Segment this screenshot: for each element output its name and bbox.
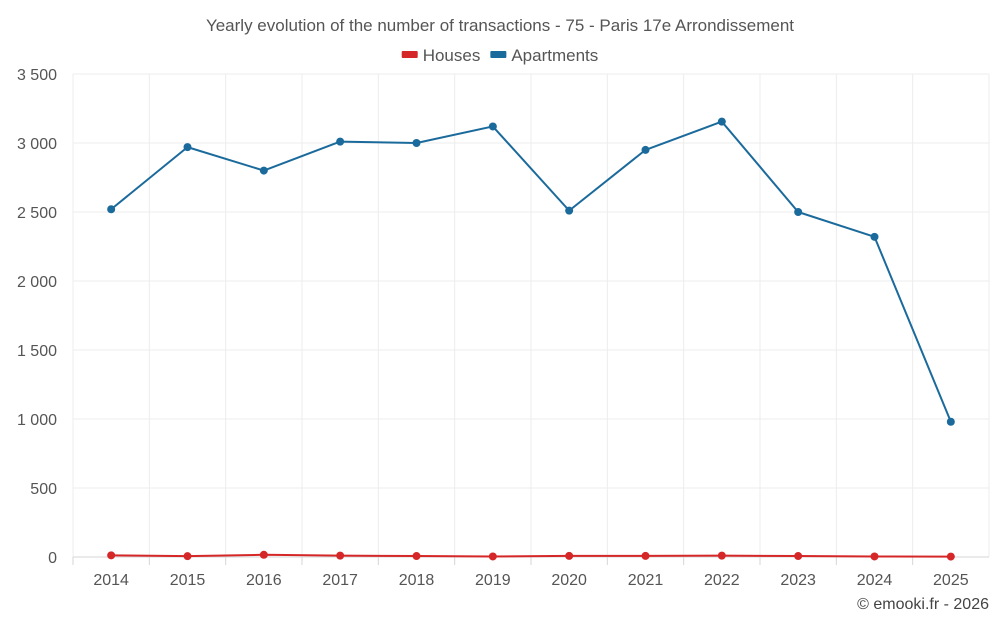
data-point-houses[interactable] — [259, 550, 268, 559]
data-point-houses[interactable] — [336, 551, 345, 560]
y-axis: 0 500 1 000 1 500 2 000 2 500 3 000 3 500 — [17, 67, 57, 567]
data-point-houses[interactable] — [565, 551, 574, 560]
data-point-apartments[interactable] — [412, 139, 421, 147]
data-point-houses[interactable] — [641, 551, 650, 560]
legend-swatch-apartments — [490, 51, 507, 58]
y-tick-label: 3 500 — [17, 67, 57, 84]
data-point-apartments[interactable] — [565, 206, 574, 215]
x-tick-label: 2019 — [475, 572, 511, 589]
data-point-houses[interactable] — [488, 552, 497, 561]
data-point-apartments[interactable] — [336, 137, 345, 146]
data-point-apartments[interactable] — [870, 232, 879, 241]
x-tick-label: 2017 — [322, 572, 358, 589]
x-tick-label: 2018 — [399, 572, 435, 589]
data-point-houses[interactable] — [107, 551, 116, 560]
legend-label-houses: Houses — [423, 46, 481, 65]
x-tick-label: 2015 — [170, 572, 206, 589]
data-point-houses[interactable] — [183, 552, 192, 561]
legend-item-apartments[interactable]: Apartments — [490, 46, 598, 65]
data-point-houses[interactable] — [870, 552, 879, 561]
data-point-apartments[interactable] — [259, 166, 268, 175]
x-tick-label: 2021 — [628, 572, 664, 589]
x-tick-label: 2020 — [551, 572, 587, 589]
legend-swatch-houses — [401, 51, 418, 58]
x-tick-label: 2016 — [246, 572, 282, 589]
legend-label-apartments: Apartments — [511, 46, 598, 65]
series — [107, 117, 955, 561]
y-tick-label: 2 000 — [17, 274, 57, 291]
grid — [72, 73, 990, 557]
x-tick-label: 2025 — [933, 572, 969, 589]
data-point-apartments[interactable] — [488, 122, 497, 131]
y-tick-label: 0 — [48, 550, 57, 567]
data-point-apartments[interactable] — [107, 205, 116, 214]
series-line-apartments — [110, 120, 952, 423]
legend-item-houses[interactable]: Houses — [401, 46, 481, 65]
data-point-apartments[interactable] — [183, 143, 192, 152]
legend: Houses Apartments — [401, 46, 598, 65]
data-point-apartments[interactable] — [946, 417, 955, 426]
data-point-apartments[interactable] — [717, 117, 726, 126]
x-tick-label: 2024 — [857, 572, 893, 589]
x-tick-label: 2023 — [780, 572, 816, 589]
x-tick-label: 2022 — [704, 572, 740, 589]
data-point-houses[interactable] — [794, 552, 803, 561]
data-point-houses[interactable] — [717, 551, 726, 560]
y-tick-label: 1 000 — [17, 412, 57, 429]
data-point-houses[interactable] — [412, 552, 421, 561]
x-axis: 2014 2015 2016 2017 2018 2019 2020 2021 2022 2023… — [72, 556, 989, 589]
series-line-houses — [111, 553, 951, 558]
y-tick-label: 2 500 — [17, 205, 57, 222]
y-tick-label: 3 000 — [17, 136, 57, 153]
chart-title: Yearly evolution of the number of transa… — [206, 16, 794, 35]
credit-text: © emooki.fr - 2026 — [857, 596, 989, 613]
data-point-apartments[interactable] — [794, 208, 803, 216]
y-tick-label: 500 — [30, 481, 57, 498]
y-tick-label: 1 500 — [17, 343, 57, 360]
data-point-houses[interactable] — [946, 552, 955, 561]
data-point-apartments[interactable] — [641, 145, 650, 154]
x-tick-label: 2014 — [93, 572, 129, 589]
